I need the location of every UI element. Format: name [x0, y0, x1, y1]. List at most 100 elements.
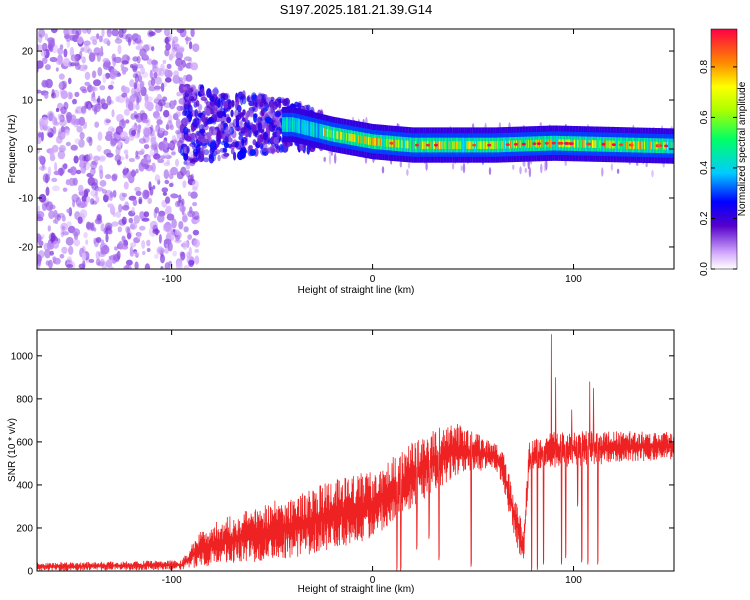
- spectrogram-cell: [157, 214, 165, 223]
- spectrogram-cell: [337, 131, 339, 140]
- spectrogram-cell: [600, 140, 602, 149]
- spectrogram-cell: [625, 141, 628, 149]
- spectrogram-cell: [38, 250, 45, 259]
- spectrogram-cell: [116, 134, 121, 141]
- spectrogram-cell: [541, 139, 543, 148]
- spectrogram-cell: [59, 119, 67, 127]
- spectrogram-cell: [129, 94, 136, 103]
- spectrogram-cell: [157, 99, 166, 107]
- spectrogram-cell: [269, 144, 275, 153]
- spectrogram-cell: [336, 131, 338, 139]
- spectrogram-cell: [279, 117, 283, 123]
- spectrogram-cell: [393, 139, 395, 148]
- spectrogram-cell: [564, 142, 569, 145]
- spectrogram-cell: [122, 168, 128, 175]
- spectrogram-cell: [348, 133, 350, 142]
- spectrogram-cell: [617, 140, 619, 149]
- spectrogram-y-ticks: -20 -10 0 10 20: [19, 47, 674, 253]
- spectrogram-cell: [606, 140, 608, 149]
- spectrogram-cell: [405, 140, 407, 149]
- spectrogram-cell: [41, 79, 48, 88]
- spectrogram-cell: [178, 98, 185, 105]
- spectrogram-cell: [512, 140, 514, 149]
- spectrogram-cell: [115, 146, 121, 156]
- spectrogram-cell: [544, 141, 549, 145]
- spectrogram-cell: [205, 108, 211, 116]
- spectrogram-cell: [138, 75, 143, 83]
- spectrogram-cell: [105, 174, 112, 180]
- spectrogram-cell: [185, 110, 192, 118]
- spectrogram-cell: [178, 83, 186, 94]
- y-tick-label: 0: [27, 567, 33, 578]
- spectrogram-cell: [209, 148, 215, 155]
- spectrogram-cell: [187, 174, 194, 182]
- spectrogram-cell: [62, 187, 68, 192]
- spectrogram-cell: [371, 137, 373, 146]
- spectrogram-cell: [83, 232, 88, 239]
- spectrogram-cell: [471, 141, 473, 149]
- spectrogram-cell: [379, 138, 382, 147]
- spectrogram-cell: [70, 118, 77, 125]
- spectrogram-cell: [192, 43, 200, 52]
- spectrogram-cell: [226, 116, 232, 124]
- spectrogram-cell: [174, 229, 180, 236]
- spectrogram-cell: [164, 39, 170, 44]
- spectrogram-cell: [222, 120, 226, 126]
- spectrogram-cell: [388, 139, 390, 147]
- spectrogram-cell: [324, 128, 326, 137]
- spectrogram-cell: [106, 29, 112, 38]
- spectrogram-cell: [422, 141, 424, 149]
- spectrogram-cell: [50, 147, 54, 157]
- snr-panel: -100 0 100 0 200 400 600 800 1000 Height of str…: [7, 329, 675, 595]
- spectrogram-cell: [378, 138, 380, 146]
- spectrogram-cell: [235, 96, 240, 107]
- spectrogram-cell: [297, 122, 300, 130]
- spectrogram-cell: [203, 149, 210, 156]
- spectrogram-cell: [125, 33, 133, 43]
- spectrogram-cell: [111, 174, 118, 182]
- spectrogram-cell: [490, 141, 493, 149]
- spectrogram-cell: [223, 101, 229, 109]
- spectrogram-cell: [616, 140, 618, 149]
- spectrogram-cell: [281, 98, 288, 106]
- spectrogram-cell: [440, 141, 442, 149]
- spectrogram-cell: [163, 238, 172, 245]
- snr-y-axis-label: SNR (10 * v/v): [7, 418, 18, 482]
- spectrogram-cell: [73, 155, 79, 164]
- spectrogram-cell: [303, 123, 306, 132]
- spectrogram-cell: [233, 151, 237, 161]
- spectrogram-cell: [668, 142, 670, 150]
- spectrogram-cell: [484, 141, 487, 149]
- spectrogram-cell: [521, 142, 526, 146]
- spectrogram-cell: [45, 186, 50, 196]
- spectrogram-cell: [369, 137, 371, 145]
- spectrogram-cell: [267, 139, 271, 145]
- spectrogram-cell: [331, 130, 333, 138]
- spectrogram-cell: [250, 124, 257, 130]
- y-tick-label: 20: [22, 47, 34, 58]
- spectrogram-cell: [112, 190, 117, 198]
- spectrogram-cell: [122, 86, 130, 94]
- spectrogram-cell: [138, 138, 146, 144]
- spectrogram-cell: [48, 210, 55, 220]
- spectrogram-cell: [83, 40, 91, 46]
- spectrogram-cell: [65, 129, 70, 136]
- spectrogram-cell: [290, 120, 292, 129]
- spectrogram-cell: [182, 86, 187, 91]
- spectrogram-cell: [141, 240, 146, 249]
- spectrogram-cell: [117, 44, 122, 55]
- spectrogram-cell: [500, 140, 502, 149]
- spectrogram-cell: [121, 118, 125, 126]
- spectrogram-cell: [253, 113, 257, 123]
- spectrogram-cell: [192, 201, 198, 207]
- spectrogram-cell: [227, 100, 232, 110]
- spectrogram-cell: [87, 86, 96, 92]
- spectrogram-cell: [154, 174, 161, 182]
- spectrogram-cell: [400, 140, 402, 148]
- spectrogram-cell: [62, 57, 71, 67]
- spectrogram-cell: [60, 125, 65, 133]
- spectrogram-cell: [182, 240, 188, 250]
- spectrogram-cell: [175, 58, 183, 67]
- spectrogram-cell: [648, 141, 651, 150]
- spectrogram-cell: [656, 144, 661, 148]
